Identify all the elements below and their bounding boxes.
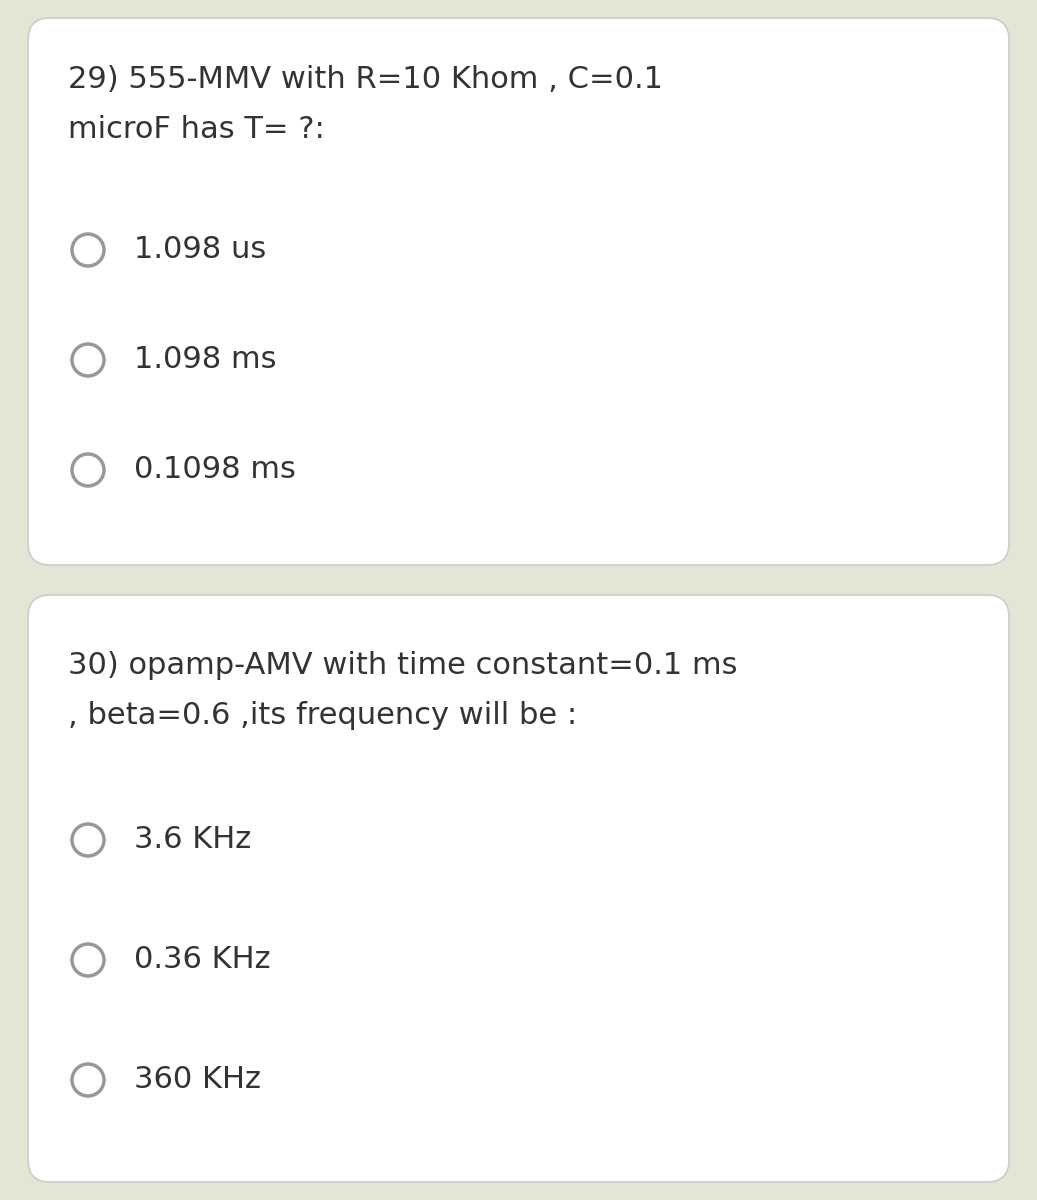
Text: 3.6 KHz: 3.6 KHz	[134, 826, 251, 854]
Text: 0.36 KHz: 0.36 KHz	[134, 946, 271, 974]
Text: , beta=0.6 ,its frequency will be :: , beta=0.6 ,its frequency will be :	[68, 701, 578, 730]
Text: microF has T= ?:: microF has T= ?:	[68, 115, 325, 144]
Text: 360 KHz: 360 KHz	[134, 1066, 261, 1094]
Text: 0.1098 ms: 0.1098 ms	[134, 456, 296, 485]
FancyBboxPatch shape	[28, 18, 1009, 565]
Text: 29) 555-MMV with R=10 Khom , C=0.1: 29) 555-MMV with R=10 Khom , C=0.1	[68, 66, 663, 95]
Text: 1.098 us: 1.098 us	[134, 235, 267, 264]
Text: 1.098 ms: 1.098 ms	[134, 346, 277, 374]
FancyBboxPatch shape	[28, 595, 1009, 1182]
Text: 30) opamp-AMV with time constant=0.1 ms: 30) opamp-AMV with time constant=0.1 ms	[68, 650, 737, 679]
